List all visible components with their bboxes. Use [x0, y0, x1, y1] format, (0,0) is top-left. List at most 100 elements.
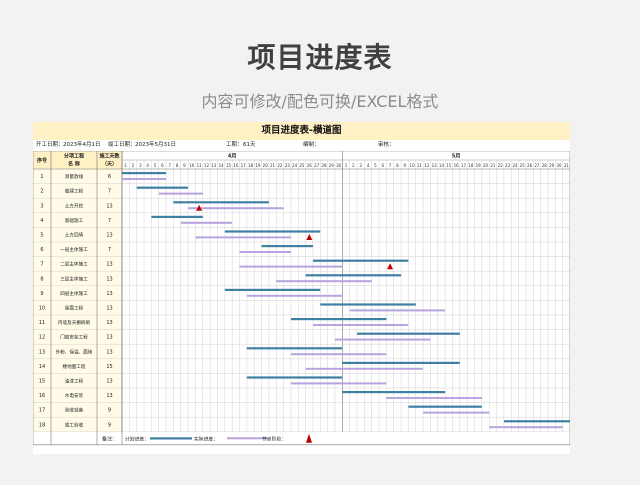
- day-tick-label: 6: [161, 163, 164, 168]
- day-tick-label: 11: [197, 163, 203, 168]
- task-no: 7: [40, 262, 43, 268]
- task-no: 8: [40, 276, 43, 282]
- plan-bar: [408, 405, 482, 408]
- day-tick-label: 23: [505, 163, 511, 168]
- day-tick-label: 27: [314, 163, 320, 168]
- col-header-seq: 序号: [36, 157, 47, 164]
- task-no: 1: [40, 174, 43, 180]
- task-name: 验收准备: [65, 407, 84, 414]
- task-no: 4: [40, 218, 43, 224]
- day-tick-label: 30: [556, 163, 562, 168]
- task-no: 15: [39, 379, 45, 385]
- day-tick-label: 15: [226, 163, 232, 168]
- task-name: 临建工程: [65, 188, 84, 195]
- left-header-bg: [33, 151, 122, 169]
- actual-bar: [305, 367, 424, 370]
- day-tick-label: 1: [345, 163, 348, 168]
- plan-bar: [246, 376, 343, 379]
- day-tick-label: 16: [454, 163, 460, 168]
- plan-bar: [503, 420, 570, 423]
- col-header-item: 分项工程: [64, 153, 84, 160]
- plan-bar: [122, 172, 167, 175]
- start-date-label: 开工日期：: [36, 142, 64, 148]
- milestone-marker: [306, 234, 313, 240]
- task-days: 6: [108, 174, 111, 180]
- task-days: 9: [108, 422, 111, 428]
- task-days: 7: [108, 189, 111, 195]
- day-tick-label: 3: [139, 163, 142, 168]
- plan-bar: [342, 361, 460, 364]
- legend-milestone-icon: [306, 433, 312, 443]
- actual-bar: [386, 397, 482, 399]
- task-days: 13: [106, 306, 112, 312]
- task-days: 13: [106, 262, 112, 268]
- task-days: 13: [106, 349, 112, 355]
- task-no: 14: [39, 364, 45, 370]
- actual-bar: [122, 178, 167, 180]
- day-tick-label: 25: [299, 163, 305, 168]
- month-label: 5月: [452, 153, 460, 160]
- day-tick-label: 17: [241, 163, 247, 168]
- milestone-marker: [387, 263, 394, 270]
- day-tick-label: 9: [183, 163, 186, 168]
- actual-bar: [158, 192, 203, 195]
- task-no: 17: [39, 408, 45, 414]
- day-tick-label: 10: [410, 163, 416, 168]
- actual-bar: [423, 411, 490, 414]
- task-no: 12: [39, 335, 45, 341]
- plan-bar: [136, 186, 189, 189]
- plan-bar: [224, 230, 321, 233]
- actual-bar: [349, 309, 446, 312]
- day-tick-label: 23: [285, 163, 291, 168]
- day-tick-label: 25: [520, 163, 526, 168]
- plan-bar: [151, 215, 203, 218]
- task-days: 13: [106, 335, 112, 341]
- task-no: 5: [40, 233, 43, 239]
- actual-bar: [276, 280, 372, 283]
- task-no: 2: [40, 189, 43, 195]
- day-tick-label: 13: [211, 163, 217, 168]
- task-days: 13: [106, 203, 112, 209]
- gantt-sheet: 项目进度表-横道图 开工日期： 2023年4月1日 竣工日期： 2023年5月3…: [33, 122, 570, 454]
- task-name: 竣工验收: [65, 421, 84, 428]
- sheet-title: 项目进度表-横道图: [33, 122, 570, 140]
- task-days: 13: [106, 291, 112, 297]
- plan-bar: [173, 201, 269, 204]
- task-name: 四层主体施工: [60, 290, 88, 297]
- col-header-item-2: 名 称: [68, 161, 80, 168]
- day-tick-label: 22: [277, 163, 283, 168]
- task-no: 16: [39, 393, 45, 399]
- day-tick-label: 12: [424, 163, 430, 168]
- day-tick-label: 6: [381, 163, 384, 168]
- actual-bar: [312, 324, 409, 326]
- day-tick-label: 15: [446, 163, 452, 168]
- day-tick-label: 8: [396, 163, 399, 168]
- day-tick-label: 20: [263, 163, 269, 168]
- day-tick-label: 26: [527, 163, 533, 168]
- legend-actual-label: 实际进度：: [194, 435, 218, 442]
- task-no: 13: [39, 349, 45, 355]
- task-name: 土方开挖: [65, 202, 84, 209]
- task-days: 13: [106, 276, 112, 282]
- day-tick-label: 29: [549, 163, 555, 168]
- actual-bar: [489, 426, 563, 429]
- day-tick-label: 19: [476, 163, 482, 168]
- day-tick-label: 21: [270, 163, 276, 168]
- legend-plan-swatch: [150, 437, 192, 440]
- task-name: 土方回填: [65, 232, 84, 239]
- month-label: 4月: [228, 153, 236, 160]
- col-header-days-2: （天）: [102, 161, 117, 168]
- day-tick-label: 22: [498, 163, 504, 168]
- actual-bar: [246, 294, 343, 297]
- actual-bar: [290, 382, 387, 385]
- actual-bar: [290, 353, 387, 356]
- task-no: 6: [40, 247, 43, 253]
- task-days: 13: [106, 379, 112, 385]
- day-tick-label: 5: [154, 163, 157, 168]
- day-tick-label: 2: [132, 163, 135, 168]
- day-tick-label: 3: [359, 163, 362, 168]
- day-tick-label: 18: [248, 163, 254, 168]
- actual-bar: [188, 207, 284, 210]
- day-tick-label: 7: [168, 163, 171, 168]
